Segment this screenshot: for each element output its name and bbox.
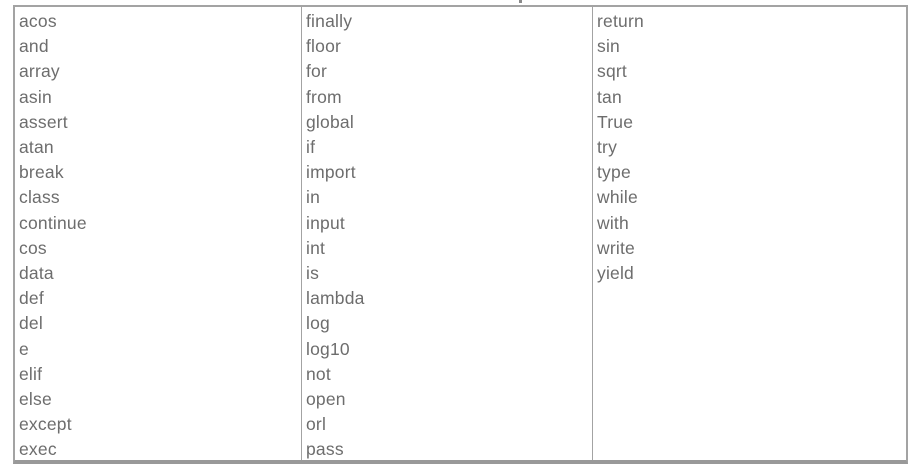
keyword-cell: try [597, 137, 618, 158]
keyword-cell: pass [306, 439, 344, 460]
keyword-cell: yield [597, 263, 634, 284]
keyword-cell: break [19, 162, 64, 183]
keyword-cell: class [19, 187, 60, 208]
keyword-cell: except [19, 414, 72, 435]
keyword-cell: finally [306, 11, 353, 31]
keyword-table: acos and array asin assert atan break class cont… [13, 5, 908, 464]
keyword-cell: tan [597, 86, 622, 107]
cropped-text-artifact [519, 0, 522, 3]
keyword-cell: global [306, 111, 354, 132]
keyword-cell: floor [306, 36, 342, 57]
keyword-cell: in [306, 187, 321, 208]
keyword-cell: open [306, 389, 346, 410]
keyword-cell: int [306, 237, 326, 258]
keyword-cell: type [597, 162, 631, 183]
keyword-cell: continue [19, 212, 87, 233]
keyword-cell: atan [19, 137, 54, 158]
keyword-cell: if [306, 137, 316, 158]
keyword-cell: sqrt [597, 61, 627, 82]
keyword-cell: log [306, 313, 330, 334]
keyword-cell: orl [306, 414, 327, 435]
keyword-cell: exec [19, 439, 57, 460]
keyword-cell: array [19, 61, 60, 82]
keyword-cell: assert [19, 111, 68, 132]
keyword-table-column-2: finally floor for from global if import in input… [302, 7, 593, 460]
keyword-cell: import [306, 162, 356, 183]
keyword-cell: def [19, 288, 44, 309]
keyword-cell: acos [19, 11, 57, 31]
keyword-cell: del [19, 313, 43, 334]
keyword-cell: elif [19, 363, 43, 384]
keyword-cell: with [597, 212, 629, 233]
keyword-cell: is [306, 263, 320, 284]
keyword-cell: asin [19, 86, 52, 107]
keyword-cell: and [19, 36, 49, 57]
keyword-cell: return [597, 11, 644, 31]
keyword-cell: data [19, 263, 54, 284]
keyword-cell: cos [19, 237, 47, 258]
keyword-cell: lambda [306, 288, 365, 309]
keyword-cell: sin [597, 36, 620, 57]
keyword-cell: for [306, 61, 328, 82]
keyword-cell: input [306, 212, 345, 233]
keyword-table-column-1: acos and array asin assert atan break class cont… [15, 7, 302, 460]
keyword-cell: not [306, 363, 331, 384]
keyword-table-column-3: return sin sqrt tan True try type while with writ… [593, 7, 906, 460]
keyword-cell: log10 [306, 338, 350, 359]
keyword-cell: e [19, 338, 29, 359]
keyword-cell: write [597, 237, 635, 258]
keyword-cell: else [19, 389, 52, 410]
keyword-cell: True [597, 111, 634, 132]
keyword-cell: from [306, 86, 342, 107]
keyword-cell: while [597, 187, 638, 208]
